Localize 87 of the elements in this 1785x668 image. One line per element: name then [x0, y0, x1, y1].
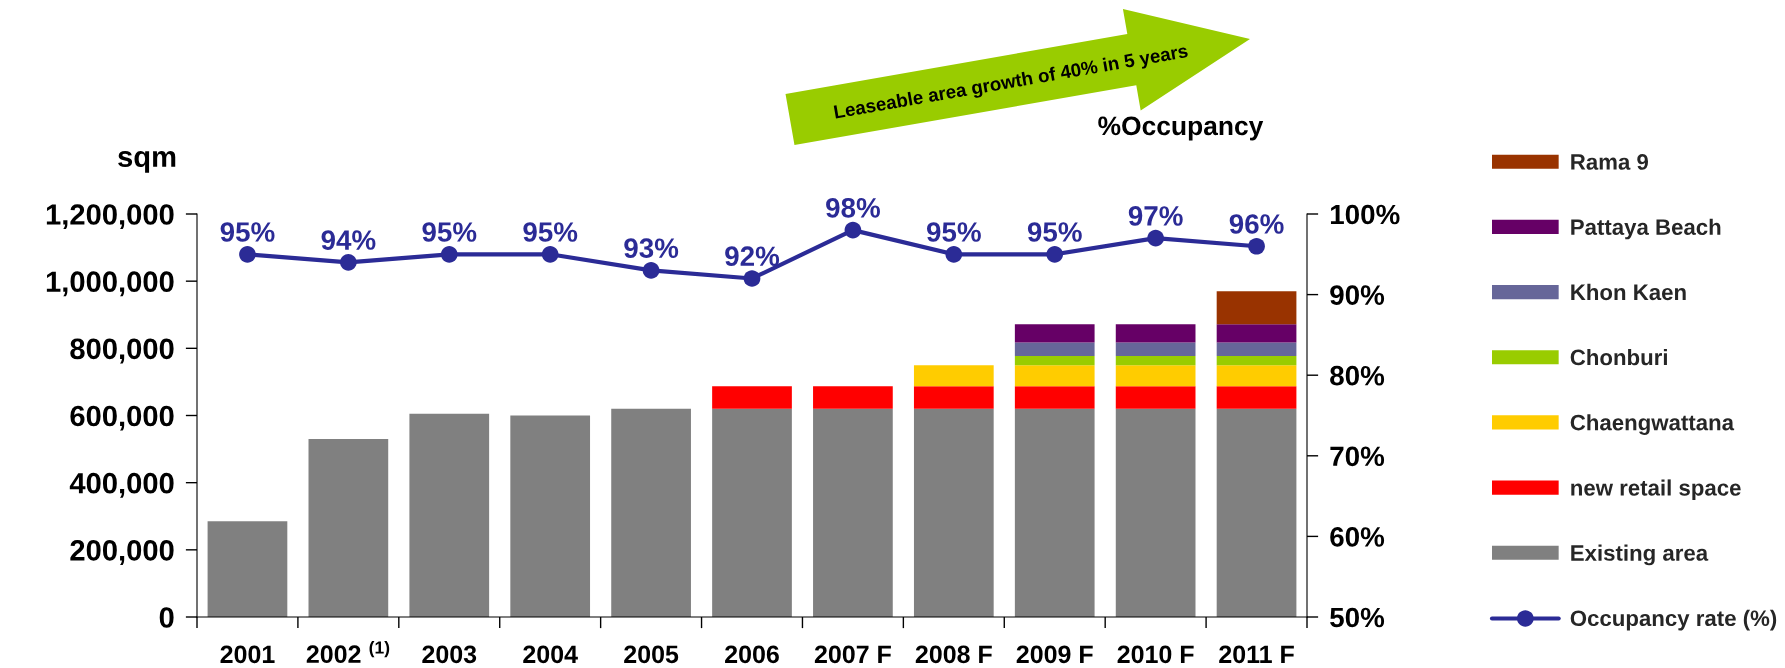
- legend-label: new retail space: [1571, 479, 1741, 501]
- data-label: 97%: [1128, 206, 1183, 226]
- bar: [1014, 342, 1095, 357]
- bar: [1014, 356, 1095, 366]
- bar: [1115, 365, 1196, 387]
- y-tick-label: 1,000,000: [46, 271, 174, 297]
- bar: [1014, 408, 1095, 617]
- bar: [1115, 386, 1196, 409]
- bar: [409, 413, 490, 617]
- bar: [913, 408, 994, 617]
- y2-axis-title: %Occupancy: [1098, 116, 1264, 141]
- bar: [1216, 365, 1297, 387]
- y2-tick-label: 80%: [1330, 365, 1385, 386]
- point: [1046, 245, 1064, 263]
- point: [340, 254, 357, 271]
- y2-tick-label: 50%: [1330, 607, 1385, 628]
- bar: [913, 365, 994, 387]
- y2-tick-label: 70%: [1330, 446, 1385, 467]
- point: [945, 245, 963, 263]
- y2-tick-label: 60%: [1330, 527, 1385, 547]
- point: [1147, 229, 1164, 247]
- y-tick-label: 200,000: [70, 540, 174, 565]
- point: [541, 245, 559, 263]
- x-tick-label: 2009 F: [1016, 645, 1093, 664]
- data-label: 95%: [1027, 222, 1082, 242]
- data-label: 94%: [321, 230, 376, 250]
- legend-label: Pattaya Beach: [1571, 218, 1721, 240]
- y-tick-label: 0: [159, 607, 174, 628]
- bar: [1216, 356, 1297, 366]
- bar: [1216, 324, 1297, 343]
- bar: [1014, 365, 1095, 387]
- point: [743, 270, 761, 287]
- x-tick-label: 2005: [624, 645, 679, 664]
- bar: [813, 408, 893, 617]
- point: [1248, 237, 1265, 255]
- legend-label: Chaengwattana: [1570, 414, 1735, 435]
- bar: [611, 408, 691, 617]
- x-tick-label: 2010 F: [1117, 645, 1194, 664]
- data-label: 98%: [826, 198, 880, 218]
- legend-label: Khon Kaen: [1571, 283, 1686, 301]
- y-tick-label: 1,200,000: [46, 204, 174, 230]
- y-tick-label: 400,000: [69, 472, 174, 498]
- bar: [1216, 342, 1297, 357]
- bar: [1014, 386, 1095, 409]
- x-tick-label: 2004: [523, 645, 578, 664]
- data-label: 95%: [523, 222, 578, 242]
- point: [642, 262, 660, 279]
- y-tick-label: 800,000: [70, 338, 174, 364]
- x-tick-label: 2006: [725, 645, 779, 664]
- data-label: 95%: [422, 222, 477, 242]
- y2-tick-label: 100%: [1330, 204, 1400, 225]
- x-tick-label: 2002 $^{(1)}$: [306, 640, 390, 664]
- y2-tick-label: 90%: [1330, 285, 1385, 305]
- bar: [913, 386, 994, 409]
- bar: [510, 415, 591, 617]
- legend-label: Chonburi: [1570, 348, 1667, 366]
- x-tick-label: 2001: [220, 645, 275, 664]
- bar: [813, 386, 893, 409]
- bar: [1216, 291, 1297, 325]
- y-tick-label: 600,000: [70, 405, 174, 431]
- point: [239, 245, 256, 263]
- bar: [1115, 408, 1196, 617]
- bar: [1216, 408, 1297, 617]
- x-tick-label: 2011 F: [1219, 645, 1294, 664]
- bar: [712, 408, 792, 617]
- x-tick-label: 2007 F: [814, 645, 891, 664]
- y-axis-title: sqm: [118, 151, 176, 173]
- point: [440, 245, 458, 263]
- bar: [308, 439, 389, 617]
- bar: [1115, 342, 1196, 357]
- legend-label: Occupancy rate (%): [1570, 609, 1777, 631]
- bar: [1115, 356, 1196, 366]
- legend-label: Rama 9: [1571, 154, 1649, 170]
- bar: [1014, 324, 1095, 343]
- data-label: 93%: [624, 238, 679, 259]
- data-label: 92%: [725, 246, 780, 267]
- x-tick-label: 2008 F: [915, 645, 992, 664]
- bar: [1216, 386, 1297, 409]
- data-label: 96%: [1229, 214, 1284, 234]
- bar: [207, 521, 288, 617]
- bar: [1115, 324, 1196, 343]
- x-tick-label: 2003: [422, 645, 477, 664]
- point: [844, 221, 862, 239]
- data-label: 95%: [926, 222, 981, 242]
- data-label: 95%: [220, 222, 275, 242]
- bar: [712, 386, 792, 409]
- legend-label: Existing area: [1571, 544, 1709, 566]
